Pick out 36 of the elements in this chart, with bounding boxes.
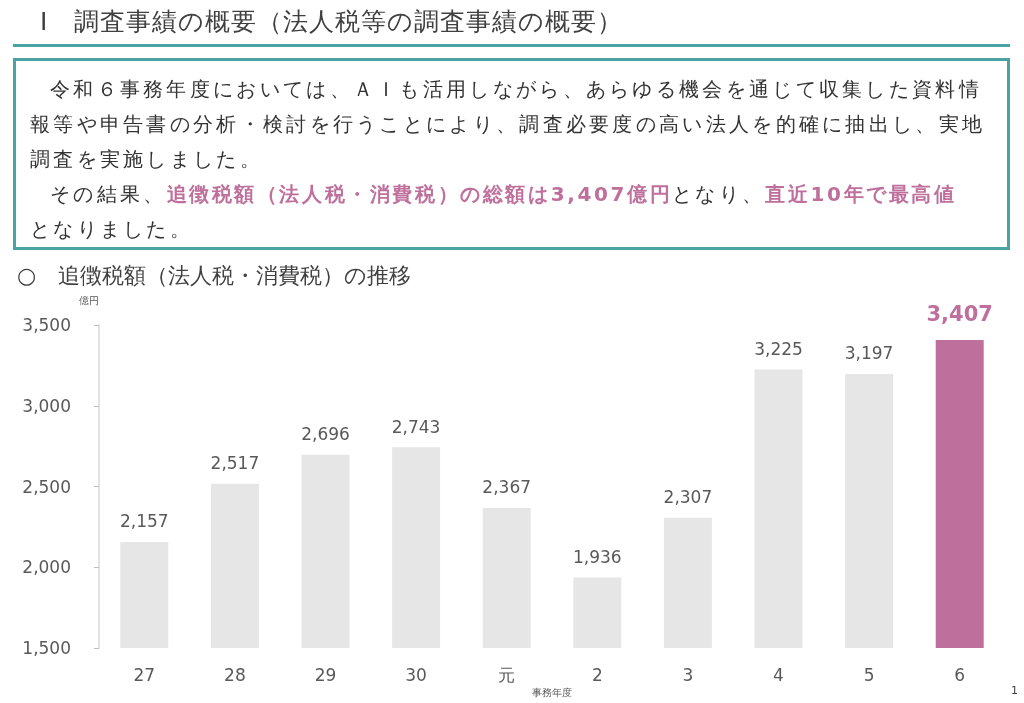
x-tick-label: 29 xyxy=(314,664,337,685)
text: 令和６事務年度においては、ＡＩも活用しながら、あらゆる機会を通じて収集した資料情報等や申告書の分析・検討を行うことにより、調査必要度の高い法人を的確に抽出し、実地調査を実施しました。 xyxy=(30,76,987,173)
text: その結果、 xyxy=(50,182,167,206)
data-label: 3,407 xyxy=(926,301,993,326)
y-axis-title: 億円 xyxy=(79,294,99,306)
data-label: 1,936 xyxy=(572,547,622,568)
x-tick-label: 6 xyxy=(954,664,966,685)
y-tick-label: 2,000 xyxy=(22,557,71,578)
y-tick-label: 3,500 xyxy=(22,315,71,335)
data-label: 2,157 xyxy=(119,511,169,532)
data-label: 2,367 xyxy=(482,477,532,498)
y-tick-label: 1,500 xyxy=(22,638,71,658)
x-tick-label: 4 xyxy=(773,664,784,685)
data-label: 2,307 xyxy=(663,487,713,508)
text: 1 xyxy=(1011,684,1018,697)
data-label: 3,225 xyxy=(754,338,803,359)
data-label: 3,197 xyxy=(844,343,894,364)
text: 追徴税額（法人税・消費税）の総額は3,407億円 xyxy=(166,182,673,206)
text: 直近10年で最高値 xyxy=(765,182,957,206)
chart-title: ○ 追徴税額（法人税・消費税）の推移 xyxy=(17,262,412,288)
x-tick-label: 28 xyxy=(224,664,246,685)
data-label: 2,696 xyxy=(301,424,350,445)
y-tick-label: 3,000 xyxy=(22,395,71,416)
x-tick-label: 5 xyxy=(863,664,875,685)
y-tick-label: 2,500 xyxy=(22,476,71,497)
x-tick-label: 2 xyxy=(591,664,603,685)
data-label: 2,743 xyxy=(391,416,441,437)
x-axis-title: 事務年度 xyxy=(532,687,572,699)
x-tick-label: 3 xyxy=(682,664,694,685)
x-tick-label: 元 xyxy=(498,664,516,685)
text: となりました。 xyxy=(30,217,194,241)
text: Ⅰ 調査事績の概要（法人税等の調査事績の概要） xyxy=(40,6,624,38)
data-label: 2,517 xyxy=(210,453,260,474)
x-tick-label: 27 xyxy=(133,664,156,685)
text: となり、 xyxy=(672,182,766,206)
x-tick-label: 30 xyxy=(405,664,427,685)
